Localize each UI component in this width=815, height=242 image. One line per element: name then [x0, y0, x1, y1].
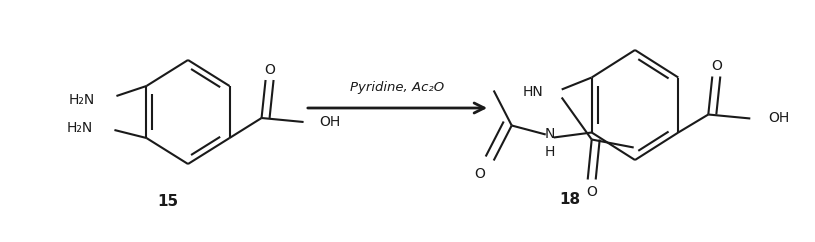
Text: O: O — [586, 184, 597, 198]
Text: H₂N: H₂N — [66, 121, 92, 135]
Text: H: H — [544, 144, 555, 159]
Text: OH: OH — [319, 115, 341, 129]
Text: H₂N: H₂N — [68, 93, 95, 107]
Text: OH: OH — [769, 112, 790, 126]
Text: O: O — [711, 60, 722, 74]
Text: 18: 18 — [559, 192, 580, 207]
Text: N: N — [544, 127, 555, 141]
Text: Pyridine, Ac₂O: Pyridine, Ac₂O — [350, 82, 444, 94]
Text: 15: 15 — [157, 195, 178, 210]
Text: O: O — [474, 167, 485, 182]
Text: HN: HN — [523, 84, 544, 98]
Text: O: O — [264, 63, 275, 77]
